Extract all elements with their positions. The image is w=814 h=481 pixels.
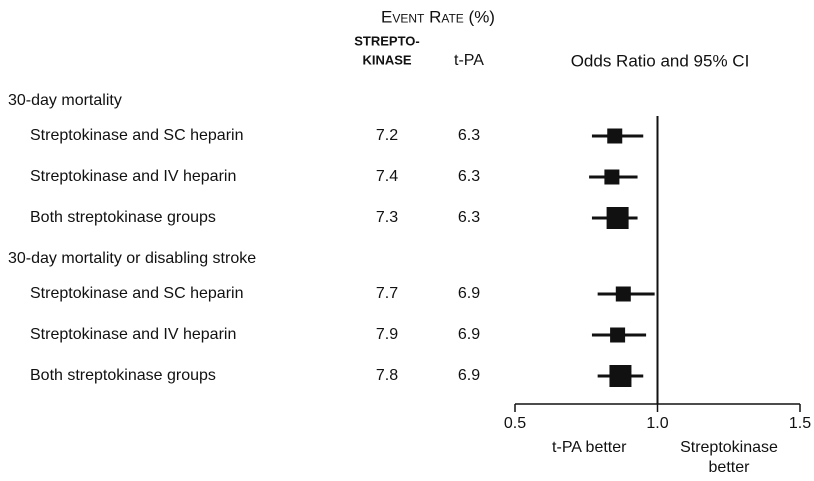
odds-ratio-box — [604, 169, 620, 185]
plot-title: Odds Ratio and 95% CI — [571, 51, 750, 70]
rate: 6.3 — [458, 127, 480, 144]
favours-label: t-PA better — [552, 439, 627, 456]
row-label: Both streptokinase groups — [30, 367, 216, 384]
rate: 7.2 — [376, 127, 398, 144]
rate: 6.3 — [458, 209, 480, 226]
odds-ratio-box — [610, 327, 626, 343]
rate: 6.9 — [458, 367, 480, 384]
rate: 6.9 — [458, 285, 480, 302]
favours-label: Streptokinase — [680, 439, 778, 456]
row-label: Streptokinase and IV heparin — [30, 326, 236, 343]
favours-label: better — [709, 459, 751, 476]
column-header: t-PA — [454, 52, 484, 69]
rate: 7.9 — [376, 326, 398, 343]
row-label: Streptokinase and IV heparin — [30, 168, 236, 185]
rate: 7.7 — [376, 285, 398, 302]
rate: 6.9 — [458, 326, 480, 343]
row-label: Streptokinase and SC heparin — [30, 285, 243, 302]
column-header: STREPTO- — [354, 33, 420, 48]
column-header: KINASE — [362, 52, 411, 67]
x-tick-label: 0.5 — [504, 415, 526, 432]
group-label: 30-day mortality or disabling stroke — [8, 250, 256, 267]
rate: 7.3 — [376, 209, 398, 226]
odds-ratio-box — [606, 207, 629, 229]
header: Event Rate (%) — [381, 7, 495, 26]
odds-ratio-box — [607, 128, 623, 144]
rate: 7.8 — [376, 367, 398, 384]
x-tick-label: 1.5 — [789, 415, 811, 432]
rate: 7.4 — [376, 168, 398, 185]
row-label: Streptokinase and SC heparin — [30, 127, 243, 144]
odds-ratio-box — [609, 365, 632, 387]
odds-ratio-box — [615, 286, 631, 302]
row-label: Both streptokinase groups — [30, 209, 216, 226]
rate: 6.3 — [458, 168, 480, 185]
x-tick-label: 1.0 — [646, 415, 668, 432]
group-label: 30-day mortality — [8, 92, 122, 109]
